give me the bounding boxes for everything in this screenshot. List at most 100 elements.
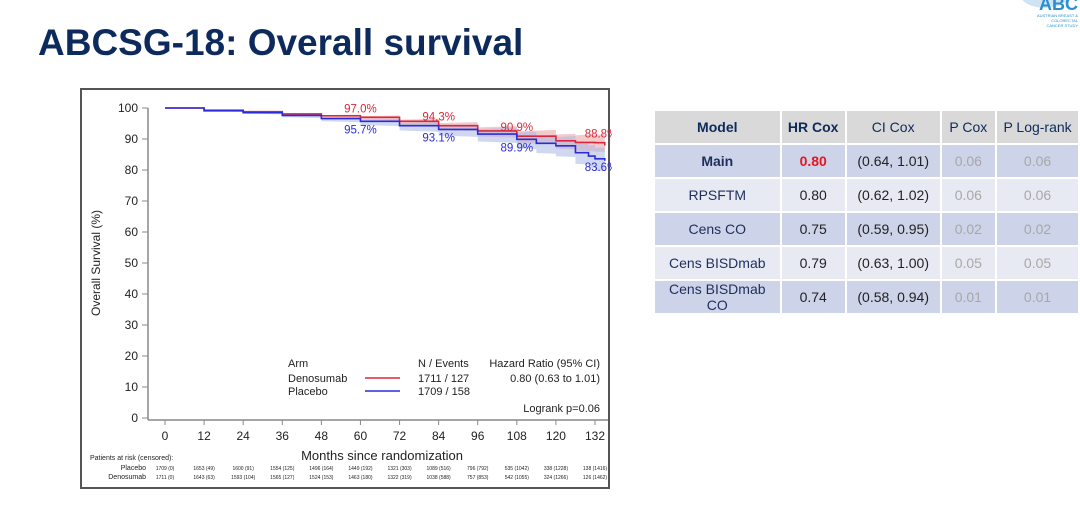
cell-p-cox: 0.01 xyxy=(941,281,996,313)
x-tick-label: 132 xyxy=(585,429,605,443)
x-tick-label: 120 xyxy=(546,429,566,443)
cell-hr: 0.75 xyxy=(781,213,845,245)
cell-model: Cens CO xyxy=(655,213,780,245)
risk-row-arm: Denosumab xyxy=(108,474,146,481)
y-tick-label: 60 xyxy=(125,225,139,239)
y-tick-label: 90 xyxy=(125,132,139,146)
risk-value: 1593 (104) xyxy=(231,475,256,481)
cell-model: Cens BISDmab xyxy=(655,247,780,279)
risk-value: 1038 (588) xyxy=(427,475,452,481)
cell-p-logrank: 0.05 xyxy=(997,247,1078,279)
risk-value: 542 (1055) xyxy=(505,475,530,481)
x-tick-label: 12 xyxy=(197,429,211,443)
table-row: Main 0.80 (0.64, 1.01) 0.06 0.06 xyxy=(655,145,1078,177)
legend-header-hr: Hazard Ratio (95% CI) xyxy=(489,358,600,370)
y-tick-label: 40 xyxy=(125,287,139,301)
header-p-logrank: P Log-rank xyxy=(997,111,1078,143)
x-tick-label: 0 xyxy=(162,429,169,443)
cell-p-cox: 0.02 xyxy=(941,213,996,245)
survival-label: 89.9% xyxy=(501,142,534,154)
y-tick-label: 50 xyxy=(125,256,139,270)
risk-value: 757 (853) xyxy=(467,475,489,481)
x-tick-label: 84 xyxy=(432,429,446,443)
x-axis-label: Months since randomization xyxy=(301,448,463,463)
risk-value: 1321 (303) xyxy=(387,466,412,472)
survival-label: 90.9% xyxy=(501,122,534,134)
header-p-cox: P Cox xyxy=(941,111,996,143)
x-tick-label: 108 xyxy=(507,429,527,443)
cell-ci: (0.58, 0.94) xyxy=(846,281,940,313)
cell-p-cox: 0.06 xyxy=(941,145,996,177)
y-tick-label: 80 xyxy=(125,163,139,177)
survival-label: 95.7% xyxy=(344,124,377,136)
survival-label: 94.3% xyxy=(422,112,455,124)
header-hr-cox: HR Cox xyxy=(781,111,845,143)
cell-p-logrank: 0.06 xyxy=(997,179,1078,211)
logrank-p: Logrank p=0.06 xyxy=(523,403,600,415)
cell-model: Main xyxy=(655,145,780,177)
risk-value: 1711 (0) xyxy=(156,475,175,481)
x-tick-label: 48 xyxy=(315,429,329,443)
cell-hr: 0.74 xyxy=(781,281,845,313)
cell-p-logrank: 0.06 xyxy=(997,145,1078,177)
header-model: Model xyxy=(655,111,780,143)
risk-value: 1709 (0) xyxy=(156,466,175,472)
risk-value: 1600 (91) xyxy=(232,466,254,472)
table-row: Cens BISDmab CO 0.74 (0.58, 0.94) 0.01 0.01 xyxy=(655,281,1078,313)
km-plot: 0 10 20 30 40 50 60 70 80 90 100 0 12 24 36 48 60 72 84 96 1… xyxy=(89,101,612,481)
x-tick-label: 96 xyxy=(471,429,485,443)
risk-value: 1565 (127) xyxy=(270,475,295,481)
cell-ci: (0.59, 0.95) xyxy=(846,213,940,245)
table-row: Cens BISDmab 0.79 (0.63, 1.00) 0.05 0.05 xyxy=(655,247,1078,279)
survival-curve-placebo xyxy=(165,107,606,161)
risk-value: 126 (1462) xyxy=(583,475,608,481)
risk-value: 1524 (153) xyxy=(309,475,334,481)
risk-value: 1496 (164) xyxy=(309,466,334,472)
cell-hr: 0.80 xyxy=(781,145,845,177)
risk-value: 324 (1266) xyxy=(544,475,569,481)
risk-value: 138 (1416) xyxy=(583,466,608,472)
table-row: Cens CO 0.75 (0.59, 0.95) 0.02 0.02 xyxy=(655,213,1078,245)
legend-events: 1711 / 127 xyxy=(418,373,469,385)
cell-model: Cens BISDmab CO xyxy=(655,281,780,313)
survival-label: 93.1% xyxy=(422,132,455,144)
survival-label: 88.8% xyxy=(585,129,612,141)
risk-value: 1643 (63) xyxy=(193,475,215,481)
y-tick-label: 10 xyxy=(125,380,139,394)
survival-curve-denosumab xyxy=(165,107,606,146)
x-tick-label: 36 xyxy=(276,429,290,443)
header-ci-cox: CI Cox xyxy=(846,111,940,143)
cell-hr: 0.79 xyxy=(781,247,845,279)
y-axis-label: Overall Survival (%) xyxy=(89,210,103,316)
legend-header-arm: Arm xyxy=(288,358,308,370)
legend-events: 1709 / 158 xyxy=(418,386,470,398)
cell-p-logrank: 0.01 xyxy=(997,281,1078,313)
x-tick-label: 72 xyxy=(393,429,407,443)
y-tick-label: 20 xyxy=(125,349,139,363)
survival-label: 97.0% xyxy=(344,103,377,115)
cell-ci: (0.62, 1.02) xyxy=(846,179,940,211)
risk-value: 1554 (125) xyxy=(270,466,295,472)
risk-value: 338 (1228) xyxy=(544,466,569,472)
slide-title: ABCSG-18: Overall survival xyxy=(38,22,524,63)
cell-p-cox: 0.05 xyxy=(941,247,996,279)
cell-ci: (0.64, 1.01) xyxy=(846,145,940,177)
legend-arm: Placebo xyxy=(288,386,328,398)
survival-chart: 0 10 20 30 40 50 60 70 80 90 100 0 12 24 36 48 60 72 84 96 1… xyxy=(80,88,612,489)
y-tick-label: 70 xyxy=(125,194,139,208)
risk-row-arm: Placebo xyxy=(121,465,146,472)
risk-value: 1653 (49) xyxy=(193,466,215,472)
risk-value: 535 (1042) xyxy=(505,466,530,472)
risk-value: 1089 (516) xyxy=(427,466,452,472)
cell-model: RPSFTM xyxy=(655,179,780,211)
risk-value: 1322 (319) xyxy=(387,475,412,481)
cell-hr: 0.80 xyxy=(781,179,845,211)
legend-header-events: N / Events xyxy=(418,358,469,370)
cell-p-cox: 0.06 xyxy=(941,179,996,211)
model-table: Model HR Cox CI Cox P Cox P Log-rank Mai… xyxy=(653,109,1080,315)
risk-table-title: Patients at risk (censored): xyxy=(90,455,173,462)
x-tick-label: 24 xyxy=(237,429,251,443)
risk-value: 1463 (180) xyxy=(348,475,373,481)
legend-arm: Denosumab xyxy=(288,373,347,385)
y-tick-label: 100 xyxy=(118,101,138,115)
